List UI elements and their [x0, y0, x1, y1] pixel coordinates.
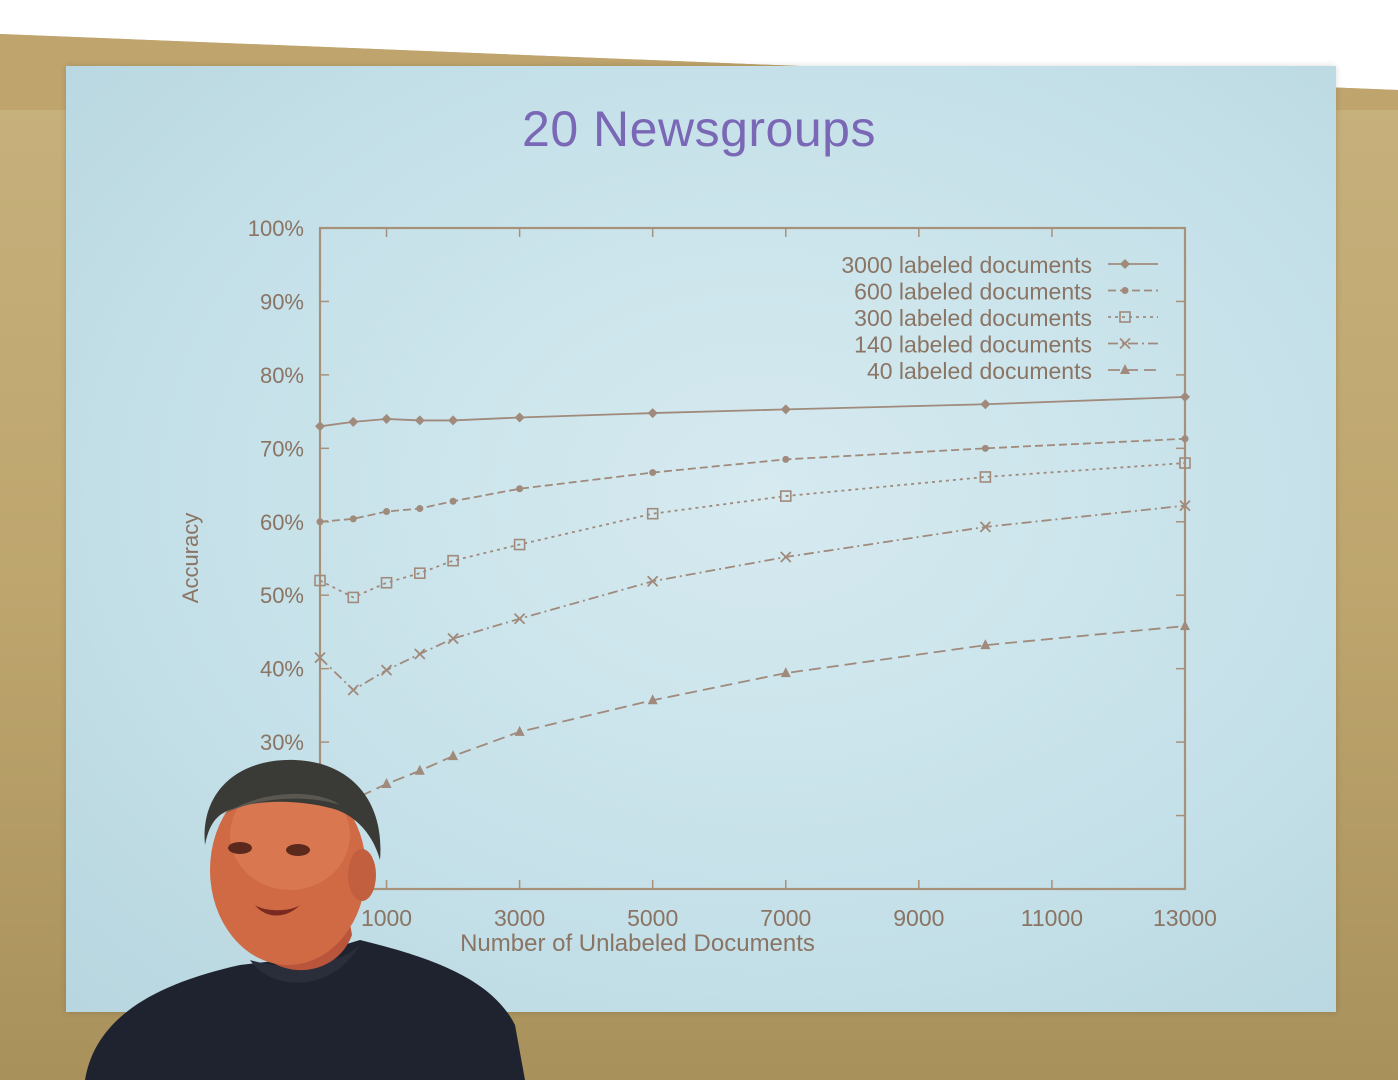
data-point [1179, 499, 1191, 512]
data-point [315, 421, 325, 432]
data-point [779, 490, 792, 502]
series-2 [316, 435, 1189, 526]
x-tick-label: 1000 [361, 905, 412, 931]
data-point [1180, 620, 1190, 631]
data-point [1181, 435, 1189, 443]
data-point [416, 505, 424, 513]
data-point [1179, 457, 1191, 469]
data-point [513, 613, 526, 625]
data-point [1121, 287, 1129, 294]
data-point [981, 444, 989, 452]
data-point [349, 515, 357, 523]
data-point [647, 408, 658, 419]
data-point [646, 507, 659, 520]
y-tick-label: 100% [248, 216, 304, 241]
legend-label: 140 labeled documents [854, 332, 1092, 358]
data-point [448, 415, 459, 426]
data-point [448, 750, 459, 761]
y-tick-label: 60% [260, 510, 304, 535]
series-line [319, 625, 1186, 801]
data-point [381, 413, 392, 424]
data-point [1180, 391, 1190, 402]
data-point [979, 471, 992, 483]
x-tick-label: 7000 [760, 905, 811, 931]
data-point [314, 652, 326, 664]
legend-label: 300 labeled documents [854, 305, 1092, 331]
data-point [414, 648, 426, 660]
y-tick-label: 80% [260, 363, 304, 388]
data-point [782, 455, 790, 463]
x-tick-label: 5000 [627, 905, 678, 931]
series-line [319, 504, 1186, 692]
x-tick-label: 11000 [1021, 905, 1083, 931]
data-point [347, 684, 359, 696]
data-point [381, 777, 392, 788]
x-axis-label: Number of Unlabeled Documents [460, 930, 815, 957]
data-point [513, 538, 526, 551]
data-point [649, 469, 657, 477]
y-tick-label: 30% [260, 730, 304, 755]
data-point [414, 567, 426, 579]
data-point [1120, 259, 1130, 269]
y-tick-label: 90% [260, 289, 304, 314]
data-point [414, 415, 425, 426]
data-point [979, 521, 992, 533]
data-point [314, 574, 326, 587]
data-point [348, 416, 359, 427]
data-point [380, 576, 393, 589]
series-line [319, 462, 1186, 599]
data-point [780, 667, 791, 678]
data-point [316, 518, 324, 526]
y-tick-label: 70% [260, 436, 304, 461]
x-tick-label: 13000 [1153, 905, 1217, 931]
data-point [380, 664, 393, 676]
series-4 [314, 499, 1191, 696]
data-point [514, 412, 525, 423]
data-point [1119, 311, 1131, 323]
series-line [319, 437, 1186, 523]
series-1 [315, 391, 1190, 432]
data-point [647, 575, 659, 587]
data-point [980, 399, 991, 410]
legend-label: 40 labeled documents [867, 358, 1092, 384]
y-tick-label: 50% [260, 583, 304, 608]
data-point [414, 764, 425, 775]
presenter-body [85, 940, 525, 1080]
plot-frame [318, 226, 1187, 891]
data-point [447, 554, 459, 567]
data-point [347, 591, 360, 604]
x-tick-label: 9000 [893, 905, 944, 931]
y-tick-label: 40% [260, 657, 304, 682]
slide-title: 20 Newsgroups [522, 101, 876, 157]
series-line [319, 396, 1186, 428]
data-point [780, 551, 792, 563]
presenter-head [204, 759, 381, 971]
y-axis-label: Accuracy [178, 513, 203, 603]
data-point [447, 632, 459, 645]
data-point [383, 507, 391, 515]
data-point [1119, 337, 1131, 350]
legend-label: 600 labeled documents [854, 279, 1092, 305]
data-point [780, 404, 791, 415]
data-point [647, 694, 658, 705]
series-3 [314, 457, 1191, 604]
data-point [1120, 364, 1130, 374]
data-point [514, 725, 525, 736]
data-point [980, 639, 991, 650]
x-tick-label: 3000 [494, 905, 545, 931]
data-point [449, 497, 457, 505]
data-point [516, 485, 524, 493]
legend-label: 3000 labeled documents [841, 252, 1092, 278]
